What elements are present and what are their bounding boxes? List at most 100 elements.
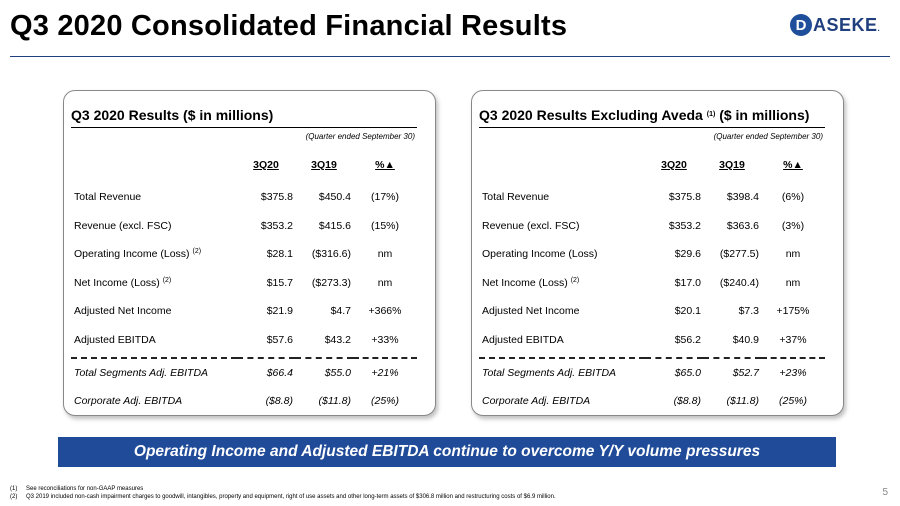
panel-title-divider <box>479 127 825 128</box>
col-header-3q19: 3Q19 <box>719 159 745 171</box>
footnote-text: Q3 2019 included non-cash impairment cha… <box>26 494 556 500</box>
value-3q19: $40.9 <box>732 333 759 346</box>
value-3q19: ($11.8) <box>318 394 352 407</box>
segment-row: Total Segments Adj. EBITDA $65.0 $52.7 +… <box>479 358 825 387</box>
value-3q20: $66.4 <box>266 366 293 379</box>
value-3q20: $65.0 <box>674 366 701 379</box>
row-label: Corporate Adj. EBITDA <box>482 394 591 407</box>
value-pct: nm <box>377 276 393 289</box>
footnote-ref: (2) <box>162 276 172 284</box>
value-3q20: $353.2 <box>260 219 293 232</box>
value-pct: nm <box>785 276 801 289</box>
footnote-ref: (2) <box>192 248 202 256</box>
value-3q19: $7.3 <box>738 305 759 318</box>
panel-title-suffix: ($ in millions) <box>719 107 810 123</box>
panel-title-divider <box>71 127 417 128</box>
row-label: Adjusted Net Income <box>482 305 580 318</box>
value-3q20: $17.0 <box>674 276 701 289</box>
value-pct: +37% <box>779 333 807 346</box>
table-row: Total Revenue $375.8 $450.4 (17%) <box>71 183 417 212</box>
value-3q19: $398.4 <box>726 191 759 204</box>
results-table: 3Q20 3Q19 %▲ Total Revenue $375.8 $450.4… <box>71 155 417 415</box>
value-3q20: $375.8 <box>668 191 701 204</box>
col-header-3q20: 3Q20 <box>253 159 279 171</box>
value-pct: (6%) <box>781 191 805 204</box>
value-3q19: ($240.4) <box>719 276 759 289</box>
summary-banner: Operating Income and Adjusted EBITDA con… <box>58 437 836 467</box>
results-table: 3Q20 3Q19 %▲ Total Revenue $375.8 $398.4… <box>479 155 825 415</box>
value-pct: +175% <box>776 305 810 318</box>
value-pct: (17%) <box>370 191 399 204</box>
table-row: Adjusted EBITDA $57.6 $43.2 +33% <box>71 326 417 355</box>
dashed-divider <box>479 354 825 359</box>
panel-title-text: Q3 2020 Results ($ in millions) <box>71 107 274 123</box>
value-3q19: ($277.5) <box>719 248 759 261</box>
segment-row: Total Segments Adj. EBITDA $66.4 $55.0 +… <box>71 358 417 387</box>
table-header-row: 3Q20 3Q19 %▲ <box>71 155 417 175</box>
value-pct: +23% <box>779 366 807 379</box>
value-3q19: $363.6 <box>726 219 759 232</box>
row-label: Total Segments Adj. EBITDA <box>482 366 617 379</box>
value-pct: (25%) <box>370 394 399 407</box>
row-label: Operating Income (Loss) <box>74 248 190 261</box>
value-pct: (15%) <box>370 219 399 232</box>
table-row: Net Income (Loss) (2) $15.7 ($273.3) nm <box>71 269 417 298</box>
col-header-pct-change: %▲ <box>783 159 803 171</box>
row-label: Adjusted EBITDA <box>482 333 564 346</box>
value-3q20: $15.7 <box>266 276 293 289</box>
value-pct: (25%) <box>778 394 807 407</box>
period-label: (Quarter ended September 30) <box>305 132 415 141</box>
row-label: Operating Income (Loss) <box>482 248 598 261</box>
value-3q19: $55.0 <box>324 366 351 379</box>
value-pct: +21% <box>371 366 399 379</box>
value-3q19: ($316.6) <box>311 248 351 261</box>
table-row: Adjusted EBITDA $56.2 $40.9 +37% <box>479 326 825 355</box>
value-3q19: $43.2 <box>324 333 351 346</box>
segment-row: Corporate Adj. EBITDA ($8.8) ($11.8) (25… <box>479 387 825 416</box>
value-3q19: $415.6 <box>318 219 351 232</box>
footnote-text: See reconciliations for non-GAAP measure… <box>26 486 144 492</box>
company-logo: D ASEKE. <box>790 12 892 38</box>
table-row: Adjusted Net Income $21.9 $4.7 +366% <box>71 297 417 326</box>
col-header-3q20: 3Q20 <box>661 159 687 171</box>
page-title: Q3 2020 Consolidated Financial Results <box>10 10 568 42</box>
row-label: Net Income (Loss) <box>74 276 160 289</box>
col-header-3q19: 3Q19 <box>311 159 337 171</box>
panel-title: Q3 2020 Results Excluding Aveda (1) ($ i… <box>479 107 809 123</box>
period-label: (Quarter ended September 30) <box>713 132 823 141</box>
table-row: Net Income (Loss) (2) $17.0 ($240.4) nm <box>479 269 825 298</box>
value-3q19: ($11.8) <box>726 394 760 407</box>
value-3q20: $29.6 <box>674 248 701 261</box>
value-3q20: $56.2 <box>674 333 701 346</box>
footnote: (1) See reconciliations for non-GAAP mea… <box>10 485 556 493</box>
value-pct: (3%) <box>781 219 805 232</box>
value-3q19: $52.7 <box>732 366 759 379</box>
value-pct: nm <box>377 248 393 261</box>
results-excl-aveda-panel: Q3 2020 Results Excluding Aveda (1) ($ i… <box>471 90 844 416</box>
value-3q20: ($8.8) <box>673 394 701 407</box>
col-header-label <box>479 155 645 175</box>
row-label: Corporate Adj. EBITDA <box>74 394 183 407</box>
row-label: Total Segments Adj. EBITDA <box>74 366 209 379</box>
panel-title-text: Q3 2020 Results Excluding Aveda <box>479 107 703 123</box>
footnote-ref: (2) <box>570 276 580 284</box>
table-row: Revenue (excl. FSC) $353.2 $415.6 (15%) <box>71 212 417 241</box>
spacer-row <box>479 175 825 183</box>
table-row: Total Revenue $375.8 $398.4 (6%) <box>479 183 825 212</box>
logo-text: ASEKE. <box>813 15 880 36</box>
logo-word: ASEKE <box>813 14 878 35</box>
value-3q20: $21.9 <box>266 305 293 318</box>
row-label: Adjusted Net Income <box>74 305 172 318</box>
table-row: Operating Income (Loss) (2) $28.1 ($316.… <box>71 240 417 269</box>
value-3q20: $353.2 <box>668 219 701 232</box>
row-label: Adjusted EBITDA <box>74 333 156 346</box>
dashed-divider <box>71 354 417 359</box>
value-3q20: $28.1 <box>266 248 293 261</box>
row-label: Revenue (excl. FSC) <box>74 219 172 232</box>
value-3q19: $450.4 <box>318 191 351 204</box>
row-label: Total Revenue <box>74 191 142 204</box>
table-header-row: 3Q20 3Q19 %▲ <box>479 155 825 175</box>
row-label: Net Income (Loss) <box>482 276 568 289</box>
results-panel: Q3 2020 Results ($ in millions) (Quarter… <box>63 90 436 416</box>
spacer-row <box>71 175 417 183</box>
